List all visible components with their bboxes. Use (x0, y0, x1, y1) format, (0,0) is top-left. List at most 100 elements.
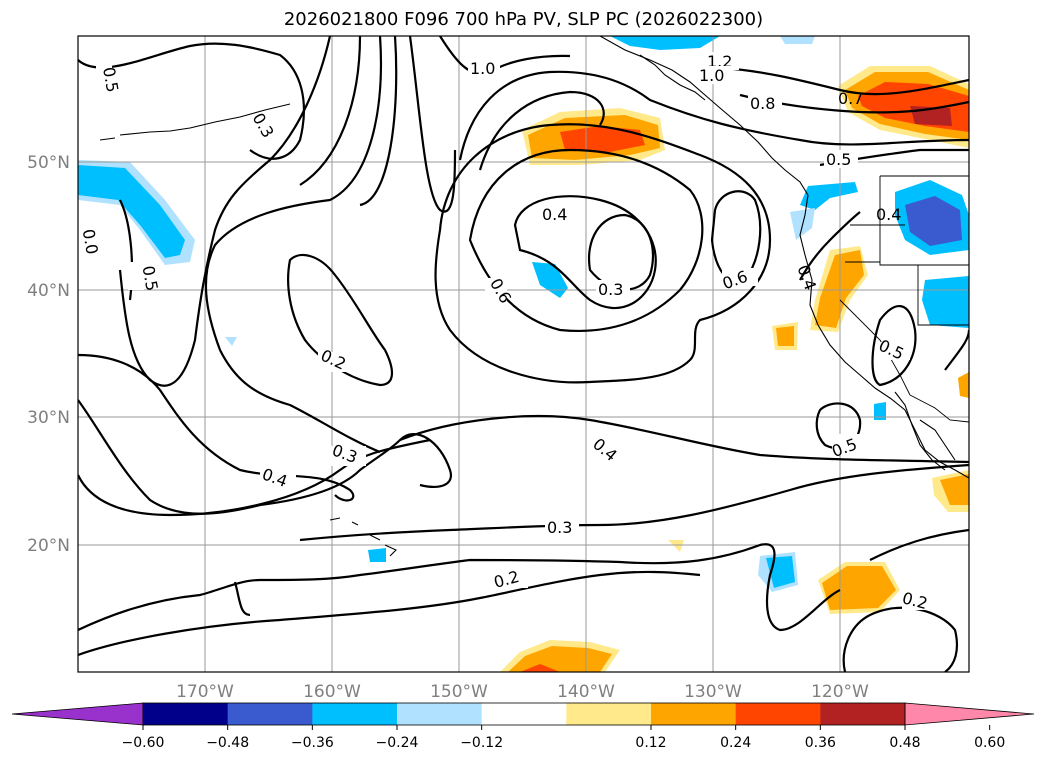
contour-line (871, 304, 917, 387)
state-border (879, 176, 969, 266)
contour-line (78, 353, 355, 502)
contour-label: 1.0 (699, 66, 724, 85)
colorbar-segment (566, 703, 652, 725)
colorbar-segment (820, 703, 906, 725)
contour-line (204, 36, 383, 454)
contour-line (287, 253, 393, 387)
aleutian-islands (99, 137, 116, 141)
colorbar-segment (651, 703, 737, 725)
pos-anomaly-shade (776, 326, 794, 346)
contour-label: 0.5 (139, 264, 162, 292)
lon-tick-label: 130°W (684, 682, 742, 702)
aleutian-islands (119, 103, 291, 136)
us-mexico-border (909, 394, 969, 423)
neg-anomaly-shade (368, 548, 386, 562)
contour-label: 0.4 (876, 205, 901, 224)
contour-line (468, 148, 704, 332)
neg-anomaly-shade (532, 262, 568, 298)
contour-label: 0.4 (542, 205, 567, 224)
lon-tick-label: 170°W (176, 682, 234, 702)
contours (78, 36, 969, 672)
contour-line (118, 36, 332, 387)
contour-label: 0.8 (750, 94, 775, 113)
contour-line (78, 399, 453, 515)
map-frame (77, 35, 970, 673)
hawaii-islands (329, 517, 397, 557)
colorbar-segment (312, 703, 398, 725)
colorbar-extend-low (11, 702, 144, 726)
colorbar-segment (397, 703, 483, 725)
neg-anomaly-shade (874, 402, 886, 420)
contour-line (359, 36, 398, 207)
pos-anomaly-shade (940, 474, 969, 505)
contour-label: 0.3 (598, 280, 623, 299)
neg-anomaly-shade (800, 182, 858, 210)
neg-anomaly-shade (225, 337, 237, 346)
colorbar-tick-label: −0.36 (291, 735, 334, 751)
contour-line (78, 543, 841, 632)
neg-anomaly-shade (78, 165, 185, 258)
colorbar-tick-label: −0.24 (376, 735, 419, 751)
contour-line (78, 438, 431, 517)
contour-label: 1.0 (470, 59, 495, 78)
longitude-labels: 170°W 160°W 150°W 140°W 130°W 120°W (176, 682, 869, 702)
colorbar-frame (142, 702, 906, 726)
contour-line (78, 42, 305, 160)
contour-line (478, 90, 605, 171)
lon-tick-label: 120°W (811, 682, 869, 702)
lon-tick-label: 140°W (557, 682, 615, 702)
map-title: 2026021800 F096 700 hPa PV, SLP PC (2026… (283, 9, 764, 30)
colorbar-extend-high (904, 702, 1035, 726)
pos-anomaly-shade (560, 126, 645, 152)
lon-tick-label: 150°W (430, 682, 488, 702)
contour-label: 0.0 (79, 228, 102, 256)
pos-anomaly-shade (668, 540, 684, 552)
contour-line (799, 211, 861, 281)
lat-tick-label: 40°N (27, 281, 70, 301)
colorbar: −0.60 −0.48 −0.36 −0.24 −0.12 0.12 0.24 0.36 0.4… (11, 702, 1035, 751)
neg-anomaly-shade (610, 36, 720, 50)
pos-anomaly-shade (958, 372, 969, 398)
colorbar-tick-label: −0.60 (122, 735, 165, 751)
colorbar-tick-label: 0.12 (635, 735, 666, 751)
colorbar-tick-label: 0.24 (720, 735, 751, 751)
colorbar-segment (481, 703, 567, 725)
latitude-labels: 50°N 40°N 30°N 20°N (27, 153, 70, 556)
colorbar-tick-label: −0.48 (206, 735, 249, 751)
gulf-coast (919, 419, 956, 461)
contour-label: 0.5 (826, 150, 851, 169)
pos-anomaly-shade (520, 664, 560, 672)
contour-line (299, 36, 362, 186)
graticule (78, 36, 969, 672)
lat-tick-label: 30°N (27, 408, 70, 428)
state-border (917, 265, 969, 326)
contour-line (434, 123, 772, 384)
contour-label: 0.5 (99, 65, 122, 93)
us-west-coast (799, 194, 969, 479)
colorbar-segment (227, 703, 313, 725)
contour-label: 0.7 (838, 89, 863, 108)
neg-anomaly-shade (780, 36, 815, 44)
colorbar-segment (143, 703, 229, 725)
lat-tick-label: 50°N (27, 153, 70, 173)
contour-line (233, 581, 251, 617)
neg-anomaly-shade (905, 196, 962, 246)
contour-label: 0.3 (547, 518, 572, 537)
contour-line (869, 528, 969, 561)
alaska-bc-coast (599, 36, 809, 196)
contour-line (299, 463, 969, 542)
colorbar-segment (735, 703, 821, 725)
contour-line (78, 570, 701, 657)
contour-line (710, 190, 762, 284)
lon-tick-label: 160°W (303, 682, 361, 702)
colorbar-tick-label: 0.36 (805, 735, 836, 751)
contour-line (458, 70, 969, 161)
colorbar-tick-label: 0.48 (889, 735, 920, 751)
colorbar-tick-label: 0.60 (974, 735, 1005, 751)
contour-line (399, 414, 969, 464)
lat-tick-label: 20°N (27, 536, 70, 556)
coast-islands (639, 54, 706, 101)
neg-anomaly-shade (922, 276, 969, 328)
colorbar-tick-label: −0.12 (460, 735, 503, 751)
